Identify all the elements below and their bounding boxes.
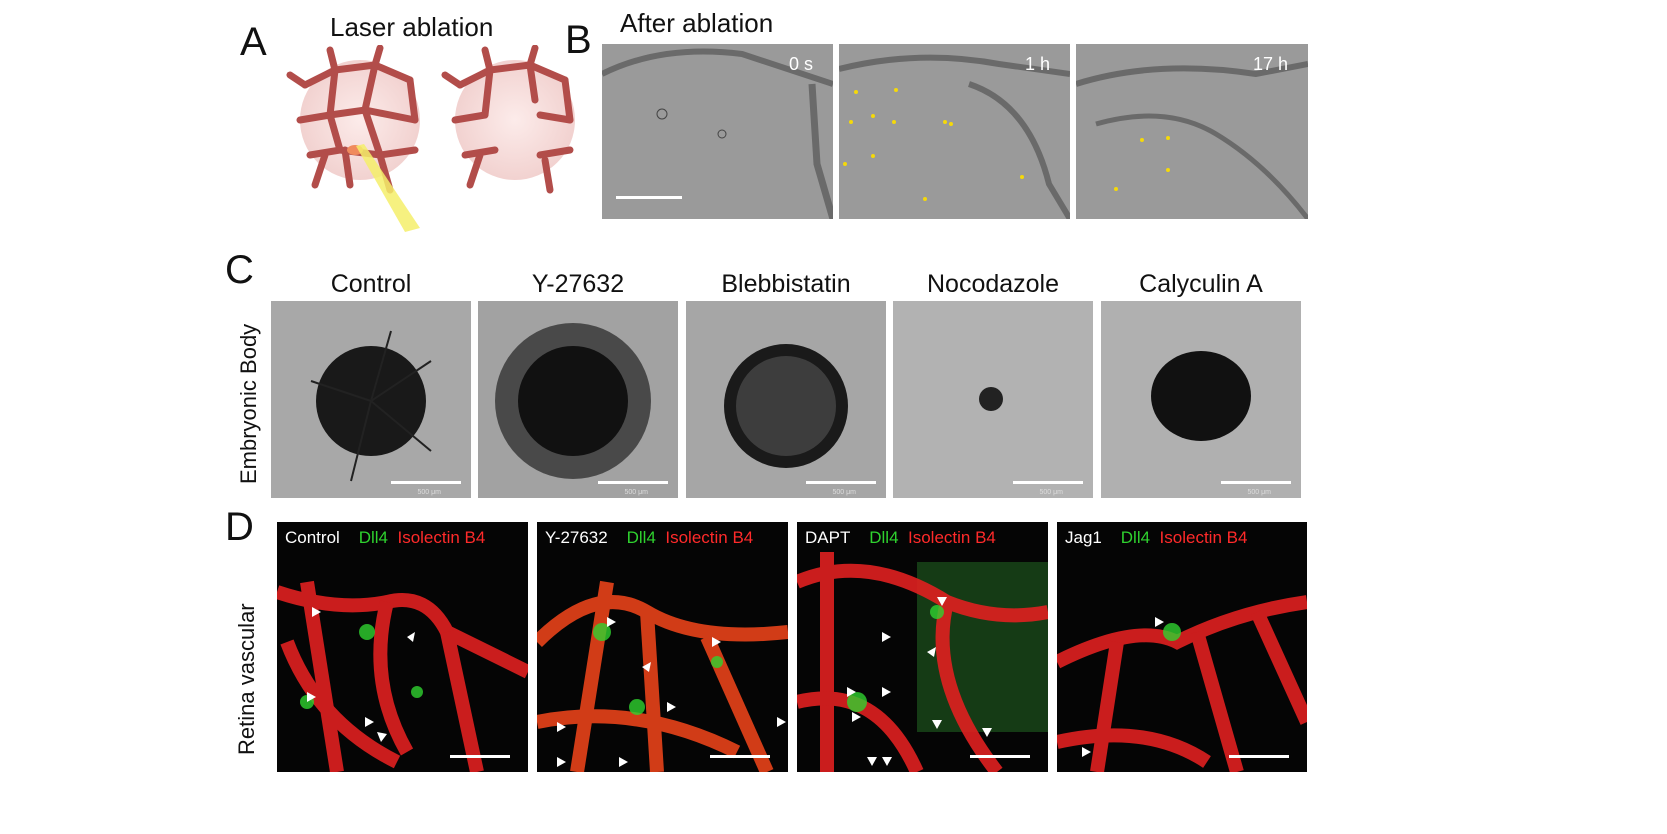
scale-bar-label: 500 μm — [1039, 489, 1064, 496]
ablation-image-0s: 0 s — [602, 44, 833, 219]
column-title: Nocodazole — [926, 270, 1060, 298]
embryonic-body-image-y27632: 500 μm — [478, 301, 678, 498]
panel-letter-d: D — [225, 505, 254, 549]
panel-letter-a: A — [240, 20, 267, 64]
stain-green-label: Dll4 — [358, 528, 389, 547]
panel-letter-c: C — [225, 248, 254, 292]
scale-bar — [1013, 481, 1083, 484]
stain-caption: Jag1 Dll4 Isolectin B4 — [1065, 528, 1247, 548]
scale-bar — [806, 481, 876, 484]
scale-bar — [616, 196, 682, 199]
embryonic-body-image-calyculin-a: 500 μm — [1101, 301, 1301, 498]
stain-caption: Control Dll4 Isolectin B4 — [285, 528, 485, 548]
scale-bar-label: 500 μm — [624, 489, 649, 496]
scale-bar-label: 500 μm — [1247, 489, 1272, 496]
condition-label: DAPT — [805, 528, 851, 547]
condition-label: Jag1 — [1065, 528, 1102, 547]
ablation-image-1h: 1 h — [839, 44, 1070, 219]
row-label-embryonic-body: Embryonic Body — [236, 323, 261, 484]
stain-red-label: Isolectin B4 — [1159, 528, 1248, 547]
panel-a-title: Laser ablation — [330, 12, 494, 42]
laser-beam — [356, 144, 420, 232]
scale-bar — [1229, 755, 1289, 758]
stain-caption: DAPT Dll4 Isolectin B4 — [805, 528, 996, 548]
timestamp-label: 0 s — [788, 54, 813, 74]
column-title: Calyculin A — [1139, 270, 1263, 298]
column-title: Control — [330, 270, 412, 298]
scale-bar — [598, 481, 668, 484]
timestamp-label: 1 h — [1024, 54, 1050, 74]
stain-caption: Y-27632 Dll4 Isolectin B4 — [545, 528, 753, 548]
condition-label: Control — [285, 528, 340, 547]
retina-image-y27632: Y-27632 Dll4 Isolectin B4 — [537, 522, 788, 772]
stain-green-label: Dll4 — [626, 528, 656, 547]
scale-bar — [710, 755, 770, 758]
column-title: Y-27632 — [531, 270, 625, 298]
condition-label: Y-27632 — [545, 528, 608, 547]
column-title: Blebbistatin — [721, 270, 851, 298]
vascular-network-diagram-ablated — [441, 45, 575, 194]
stain-red-label: Isolectin B4 — [397, 528, 486, 547]
scale-bar — [1221, 481, 1291, 484]
row-label-retina-vascular: Retina vascular — [234, 603, 259, 755]
embryonic-body-image-blebbistatin: 500 μm — [686, 301, 886, 498]
scale-bar — [391, 481, 461, 484]
retina-image-jag1: Jag1 Dll4 Isolectin B4 — [1057, 522, 1307, 772]
timestamp-label: 17 h — [1252, 54, 1288, 74]
ablation-image-17h: 17 h — [1076, 44, 1308, 219]
stain-red-label: Isolectin B4 — [908, 528, 996, 547]
embryonic-body-image-nocodazole: 500 μm — [893, 301, 1093, 498]
stain-green-label: Dll4 — [869, 528, 899, 547]
scale-bar-label: 500 μm — [417, 489, 442, 496]
scale-bar — [450, 755, 510, 758]
scale-bar-label: 500 μm — [832, 489, 857, 496]
stain-green-label: Dll4 — [1120, 528, 1151, 547]
panel-b-title: After ablation — [620, 8, 774, 38]
embryonic-body-image-control: 500 μm — [271, 301, 471, 498]
stain-red-label: Isolectin B4 — [665, 528, 754, 547]
retina-image-control: Control Dll4 Isolectin B4 — [277, 522, 528, 772]
vascular-network-diagram-intact — [286, 45, 420, 194]
scale-bar — [970, 755, 1030, 758]
retina-image-dapt: DAPT Dll4 Isolectin B4 — [797, 522, 1048, 772]
panel-letter-b: B — [565, 18, 592, 62]
